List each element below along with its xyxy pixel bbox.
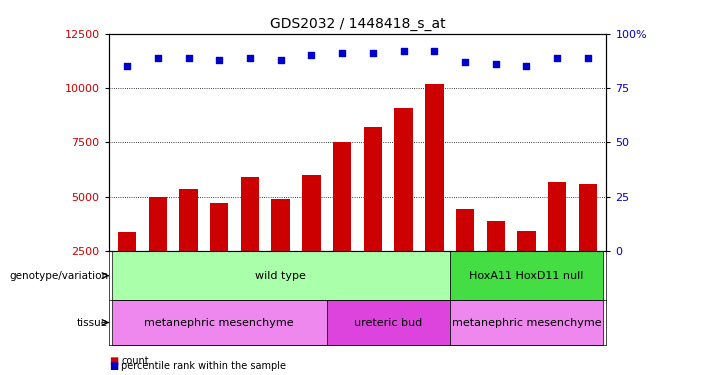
Point	[490, 61, 501, 67]
Bar	[149, 197, 167, 306]
Point	[214, 57, 225, 63]
Text: ureteric bud: ureteric bud	[354, 318, 423, 327]
Bar	[579, 184, 597, 306]
Bar	[333, 142, 351, 306]
Point	[245, 55, 256, 61]
Bar	[271, 199, 290, 306]
Bar	[327, 300, 449, 345]
Point	[121, 63, 132, 69]
Text: count: count	[121, 356, 149, 366]
Bar	[456, 209, 475, 306]
Text: ■: ■	[109, 361, 118, 371]
Bar	[548, 182, 566, 306]
Bar	[425, 84, 444, 306]
Title: GDS2032 / 1448418_s_at: GDS2032 / 1448418_s_at	[270, 17, 445, 32]
Bar	[210, 203, 229, 306]
Bar	[118, 232, 136, 306]
Text: wild type: wild type	[255, 271, 306, 280]
Text: metanephric mesenchyme: metanephric mesenchyme	[451, 318, 601, 327]
Bar	[517, 231, 536, 306]
Text: genotype/variation: genotype/variation	[9, 271, 108, 280]
Text: HoxA11 HoxD11 null: HoxA11 HoxD11 null	[469, 271, 584, 280]
Text: percentile rank within the sample: percentile rank within the sample	[121, 361, 286, 371]
Point	[521, 63, 532, 69]
Point	[306, 53, 317, 58]
Point	[398, 48, 409, 54]
Bar	[179, 189, 198, 306]
Point	[367, 50, 379, 56]
Point	[583, 55, 594, 61]
Bar	[449, 251, 604, 300]
Point	[429, 48, 440, 54]
Text: metanephric mesenchyme: metanephric mesenchyme	[144, 318, 294, 327]
Text: ■: ■	[109, 356, 118, 366]
Bar	[302, 175, 320, 306]
Bar	[364, 127, 382, 306]
Point	[336, 50, 348, 56]
Bar	[111, 300, 327, 345]
Bar	[240, 177, 259, 306]
Point	[552, 55, 563, 61]
Point	[459, 59, 470, 65]
Point	[152, 55, 163, 61]
Bar	[395, 108, 413, 306]
Bar	[486, 221, 505, 306]
Bar	[449, 300, 604, 345]
Bar	[111, 251, 449, 300]
Text: tissue: tissue	[77, 318, 108, 327]
Point	[275, 57, 286, 63]
Point	[183, 55, 194, 61]
